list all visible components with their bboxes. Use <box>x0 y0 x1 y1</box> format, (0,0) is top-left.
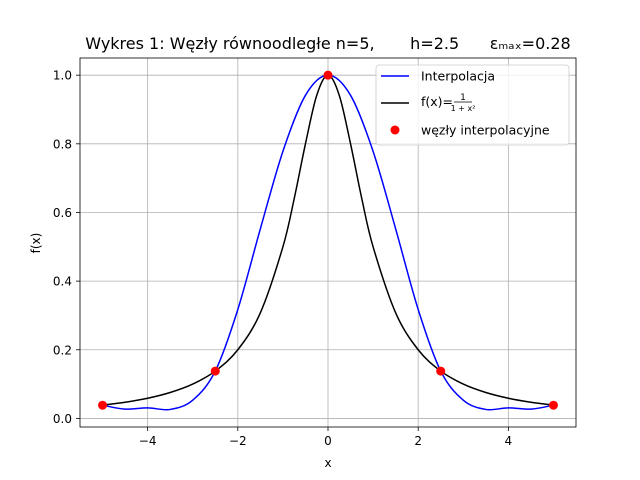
interpolation-node-point <box>323 70 333 80</box>
legend-label-interpolation: Interpolacja <box>421 69 495 84</box>
legend-fraction-denominator: 1 + x² <box>451 104 476 113</box>
x-axis-label: x <box>324 456 331 470</box>
interpolation-node-point <box>548 400 558 410</box>
legend-marker-nodes <box>390 125 400 135</box>
chart-title: Wykres 1: Węzły równoodległe n=5, h=2.5 … <box>85 34 570 53</box>
y-axis-label: f(x) <box>29 233 43 254</box>
x-tick-label: −2 <box>229 434 247 448</box>
interpolation-node-point <box>436 366 446 376</box>
interpolation-node-point <box>98 400 108 410</box>
y-tick-label: 0.0 <box>53 412 72 426</box>
interpolation-node-point <box>210 366 220 376</box>
y-tick-label: 1.0 <box>53 69 72 83</box>
y-tick-label: 0.4 <box>53 275 72 289</box>
x-tick-label: −4 <box>139 434 157 448</box>
x-tick-label: 4 <box>505 434 513 448</box>
x-tick-label: 2 <box>414 434 422 448</box>
x-tick-label: 0 <box>324 434 332 448</box>
y-tick-label: 0.2 <box>53 343 72 357</box>
y-tick-label: 0.8 <box>53 137 72 151</box>
ticks: −4 −2 0 2 4 0.0 0.2 0.4 0.6 0.8 1.0 <box>53 69 512 448</box>
y-tick-label: 0.6 <box>53 206 72 220</box>
legend-box <box>375 64 570 146</box>
series-layer <box>98 70 558 411</box>
legend-label-nodes: węzły interpolacyjne <box>421 123 550 138</box>
legend-fraction-numerator: 1 <box>460 93 466 103</box>
legend-label-function: f(x)= <box>421 94 453 109</box>
legend: Interpolacja f(x)= 1 1 + x² węzły interp… <box>375 64 570 146</box>
